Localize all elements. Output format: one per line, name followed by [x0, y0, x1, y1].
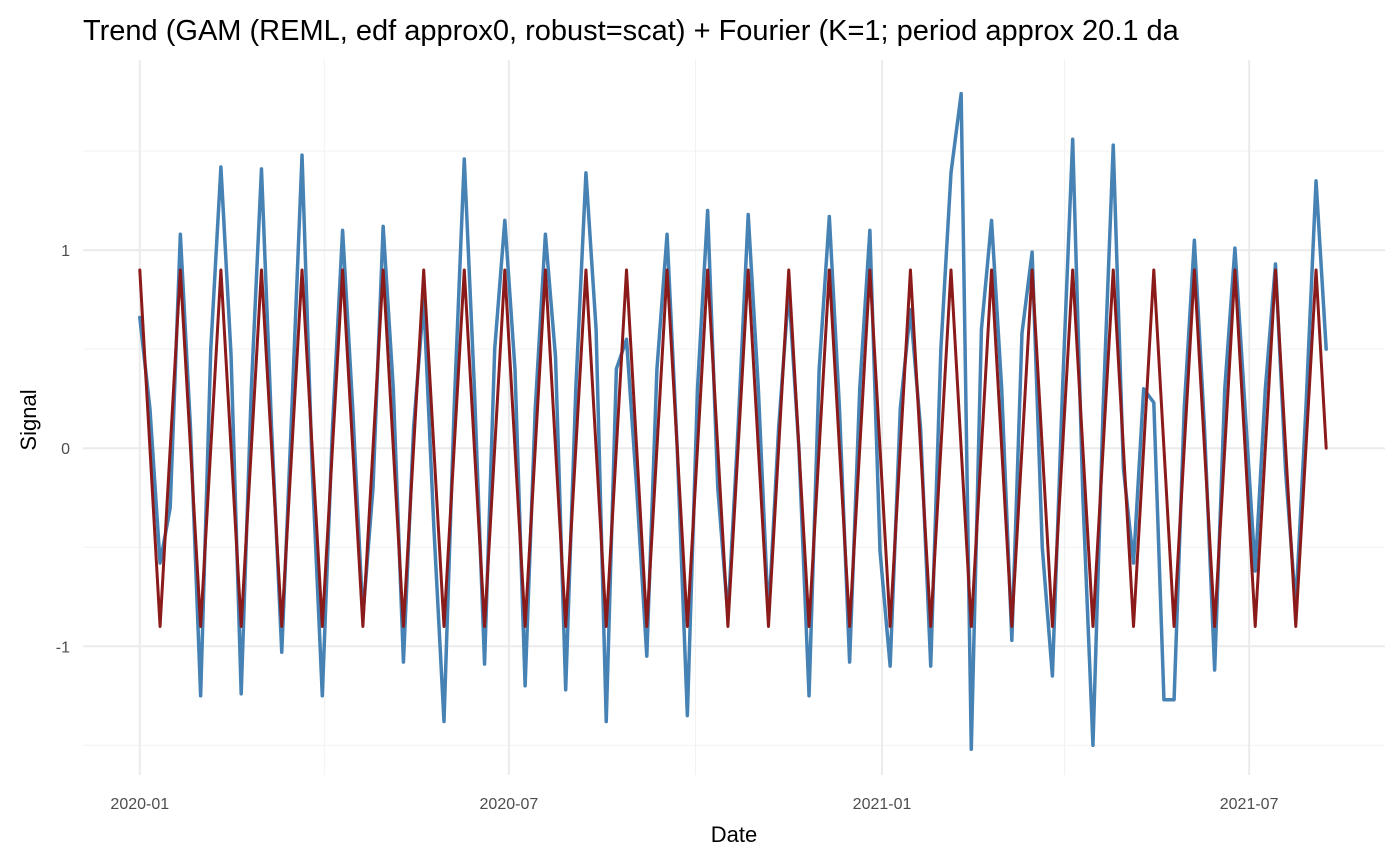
x-tick-label: 2021-01 — [853, 796, 912, 813]
x-tick-label: 2020-01 — [110, 796, 169, 813]
y-tick-label: 1 — [61, 243, 70, 260]
y-tick-label: 0 — [61, 441, 70, 458]
series-line — [138, 268, 1328, 628]
x-tick-label: 2021-07 — [1220, 796, 1279, 813]
series-line — [138, 91, 1328, 751]
y-tick-label: -1 — [56, 639, 70, 656]
plot-area — [138, 91, 1328, 751]
x-tick-label: 2020-07 — [480, 796, 539, 813]
grid — [83, 60, 1385, 775]
y-axis-label: Signal — [16, 389, 41, 450]
chart-title: Trend (GAM (REML, edf approx0, robust=sc… — [83, 15, 1180, 47]
x-axis-label: Date — [711, 822, 757, 847]
